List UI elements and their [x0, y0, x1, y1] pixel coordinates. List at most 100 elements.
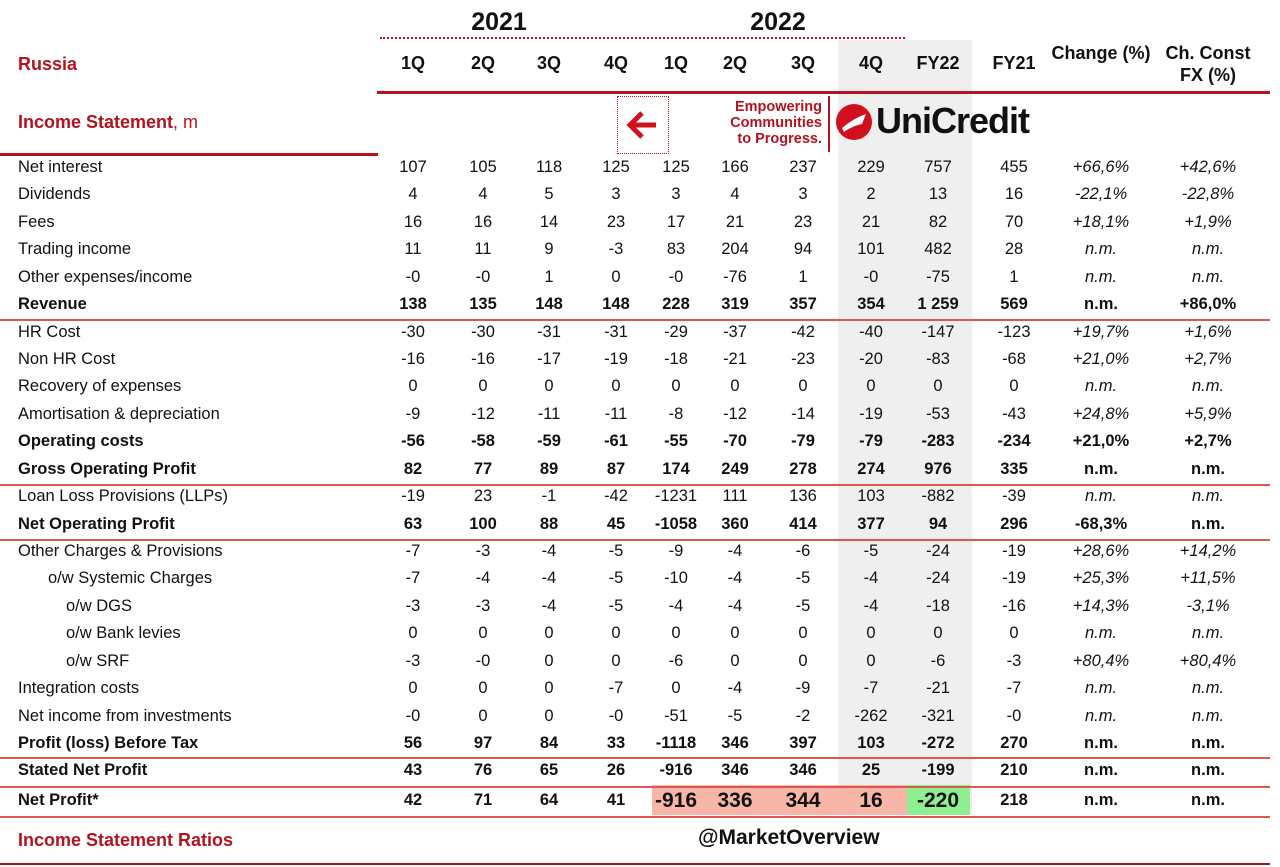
cell-value: 270 [1000, 734, 1028, 753]
cell-value: -283 [921, 432, 955, 451]
cell-value: -5 [608, 542, 624, 561]
cell-value: 0 [544, 679, 554, 698]
cell-value: 42 [403, 790, 423, 809]
cell-value: -14 [791, 404, 815, 423]
cell-value: 103 [857, 734, 885, 753]
table-row: Net income from investments -0 0 0 -0 -51 -5 -2… [0, 703, 1280, 730]
cell-value: 0 [1009, 377, 1019, 396]
cell-value: 4 [408, 185, 418, 204]
cell-value: 0 [730, 377, 740, 396]
cell-value: 0 [671, 377, 681, 396]
cell-value: 148 [535, 295, 563, 314]
fy22-shaded-column [838, 40, 972, 815]
cell-value: n.m. [1191, 706, 1225, 725]
cell-value: 0 [408, 624, 418, 643]
cell-value: -4 [863, 596, 879, 615]
section-rule [0, 153, 378, 156]
row-label: Net Profit* [18, 790, 99, 809]
back-button[interactable] [617, 96, 669, 154]
cell-value: 64 [539, 790, 559, 809]
row-label: Dividends [18, 185, 91, 204]
cell-value: 174 [662, 459, 690, 478]
cell-value: -7 [405, 569, 421, 588]
cell-value: 107 [399, 158, 427, 176]
cell-value: n.m. [1191, 790, 1225, 809]
row-separator [0, 786, 1270, 788]
cell-value: -8 [668, 404, 684, 423]
year-divider [380, 37, 905, 39]
cell-value: 278 [789, 459, 817, 478]
cell-value: -9 [795, 679, 811, 698]
cell-value: 45 [606, 514, 626, 533]
row-separator [0, 757, 1270, 759]
cell-value: -5 [727, 706, 743, 725]
cell-value: 94 [928, 514, 948, 533]
cell-value: -7 [405, 542, 421, 561]
cell-value: -17 [537, 350, 561, 368]
table-row: Net Profit* 42 71 64 41 -916 336 344 16 -220 218 n.… [0, 784, 1280, 815]
arrow-left-icon [626, 111, 656, 139]
column-header: 1Q [663, 53, 688, 73]
cell-value: 23 [793, 212, 813, 231]
cell-value: 87 [606, 459, 626, 478]
cell-value: -21 [723, 350, 747, 368]
cell-value: -56 [401, 432, 425, 451]
cell-value: 125 [602, 158, 630, 176]
column-header: Ch. Const FX (%) [1165, 43, 1251, 85]
cell-value: -79 [791, 432, 815, 451]
cell-value: 14 [539, 212, 559, 231]
cell-value: -3 [405, 596, 421, 615]
cell-value: -0 [405, 267, 421, 286]
cell-value: -22,8% [1181, 185, 1235, 204]
cell-value: -22,1% [1074, 185, 1128, 204]
cell-value: 757 [924, 158, 952, 176]
cell-value: 3 [798, 185, 808, 204]
cell-value: n.m. [1084, 240, 1118, 259]
cell-value: -11 [604, 404, 628, 423]
cell-value: n.m. [1084, 459, 1118, 478]
cell-value: n.m. [1191, 514, 1225, 533]
cell-value: 9 [544, 240, 554, 259]
row-separator [0, 484, 1270, 486]
cell-value: 0 [544, 706, 554, 725]
cell-value: 0 [408, 377, 418, 396]
cell-value: -10 [664, 569, 688, 588]
cell-value: 397 [789, 734, 817, 753]
cell-value: 16 [403, 212, 423, 231]
tagline-line: Communities [730, 115, 822, 131]
cell-value: -0 [608, 706, 624, 725]
cell-value: 0 [544, 651, 554, 670]
cell-value: 336 [717, 788, 753, 812]
cell-value: -5 [608, 569, 624, 588]
cell-value: -1231 [654, 487, 698, 506]
cell-value: 976 [924, 459, 952, 478]
table-row: Fees 16 16 14 23 17 21 23 21 82 70 +18,1% +1,9% [0, 209, 1280, 236]
cell-value: -0 [475, 651, 491, 670]
table-row: Gross Operating Profit 82 77 89 87 174 249 278 2… [0, 456, 1280, 483]
cell-value: -16 [401, 350, 425, 368]
cell-value: -37 [723, 322, 747, 341]
cell-value: 0 [478, 624, 488, 643]
cell-value: -5 [608, 596, 624, 615]
cell-value: 16 [473, 212, 493, 231]
cell-value: 138 [399, 295, 427, 314]
cell-value: +24,8% [1072, 404, 1130, 423]
cell-value: -55 [664, 432, 688, 451]
table-row: Amortisation & depreciation -9 -12 -11 -11 -8… [0, 401, 1280, 428]
cell-value: 82 [928, 212, 948, 231]
cell-value: +2,7% [1184, 432, 1232, 451]
cell-value: 136 [789, 487, 817, 506]
cell-value: n.m. [1191, 734, 1225, 753]
table-row: Stated Net Profit 43 76 65 26 -916 346 346 25 -19… [0, 757, 1280, 784]
cell-value: -2 [795, 706, 811, 725]
cell-value: 0 [544, 624, 554, 643]
cell-value: 28 [1004, 240, 1024, 259]
section-unit: , m [173, 112, 199, 132]
cell-value: n.m. [1191, 377, 1225, 396]
cell-value: n.m. [1084, 624, 1118, 643]
cell-value: 21 [725, 212, 745, 231]
cell-value: 0 [611, 267, 621, 286]
cell-value: 82 [403, 459, 423, 478]
cell-value: 33 [606, 734, 626, 753]
cell-value: 11 [474, 240, 492, 259]
